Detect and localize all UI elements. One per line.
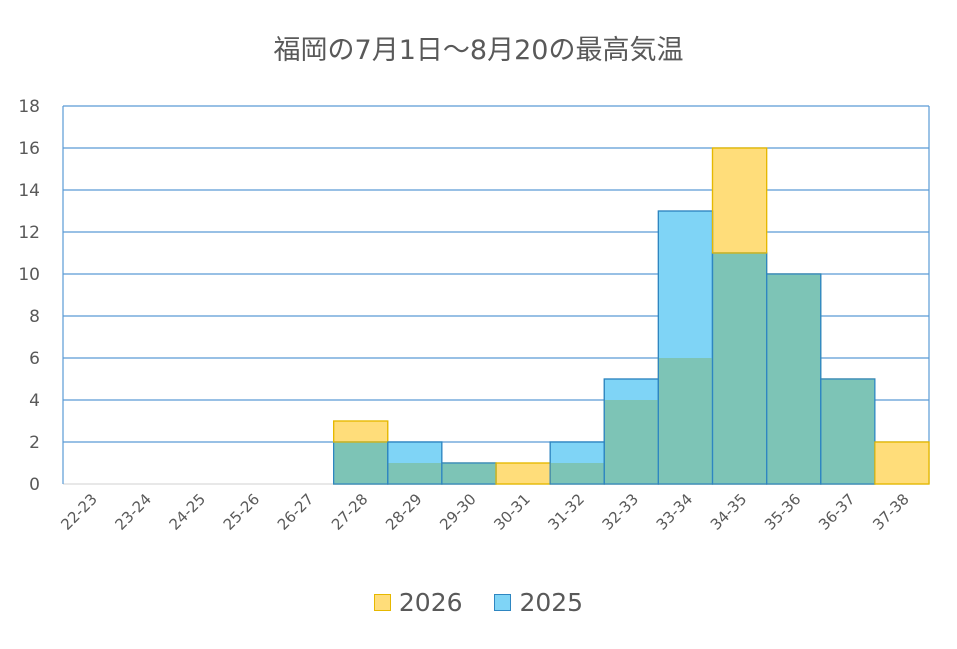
- y-tick-4: 4: [29, 391, 40, 411]
- y-tick-6: 6: [29, 349, 40, 369]
- x-tick-23-24: 23-24: [111, 490, 155, 534]
- grid-lines: [62, 105, 930, 485]
- bar-overlap-29-30: [442, 463, 496, 484]
- overlap-bars: [334, 253, 875, 484]
- x-tick-28-29: 28-29: [382, 490, 426, 534]
- x-tick-27-28: 27-28: [328, 490, 372, 534]
- y-tick-18: 18: [18, 97, 40, 117]
- x-tick-32-33: 32-33: [599, 490, 643, 534]
- outline-2026-37-38: [874, 441, 930, 485]
- chart-title: 福岡の7月1日〜8月20の最高気温: [273, 35, 684, 66]
- y-tick-8: 8: [29, 307, 40, 327]
- legend-item-2025[interactable]: 2025: [494, 588, 583, 617]
- legend-swatch-2025: [494, 594, 512, 611]
- bar-2026-30-31[interactable]: [495, 462, 551, 485]
- legend: 2026 2025: [0, 588, 957, 617]
- x-tick-37-38: 37-38: [869, 490, 913, 534]
- x-tick-33-34: 33-34: [653, 490, 697, 534]
- legend-label-2026: 2026: [398, 588, 463, 617]
- x-tick-labels: 22-23 23-24 24-25 25-26 26-27 27-28 28-29 29-30…: [57, 490, 912, 534]
- y-tick-2: 2: [29, 433, 40, 453]
- bar-overlap-31-32: [550, 463, 604, 484]
- bar-overlap-35-36: [767, 274, 821, 484]
- bar-overlap-32-33: [604, 400, 658, 484]
- outline-2026-top-34-35: [711, 147, 768, 254]
- bar-overlap-27-28: [334, 442, 388, 484]
- y-tick-10: 10: [18, 265, 40, 285]
- bar-overlap-33-34: [658, 358, 712, 484]
- bar-outlines: [333, 147, 930, 485]
- outline-2026-top-27-28: [333, 420, 389, 443]
- x-tick-24-25: 24-25: [166, 490, 210, 534]
- x-tick-31-32: 31-32: [544, 490, 588, 534]
- bar-overlap-34-35: [713, 253, 767, 484]
- x-tick-22-23: 22-23: [57, 490, 101, 534]
- y-tick-16: 16: [18, 139, 40, 159]
- legend-label-2025: 2025: [519, 588, 584, 617]
- y-tick-12: 12: [18, 223, 40, 243]
- legend-item-2026[interactable]: 2026: [373, 588, 463, 617]
- x-tick-34-35: 34-35: [707, 490, 751, 534]
- x-tick-25-26: 25-26: [220, 490, 264, 534]
- x-tick-30-31: 30-31: [490, 490, 534, 534]
- y-tick-labels: 0 2 4 6 8 10 12 14 16 18: [18, 97, 40, 495]
- x-tick-35-36: 35-36: [761, 490, 805, 534]
- bar-overlap-28-29: [388, 463, 442, 484]
- legend-swatch-2026: [373, 594, 391, 611]
- outline-2025-36-37: [820, 378, 876, 485]
- x-tick-36-37: 36-37: [815, 490, 859, 534]
- bar-overlap-36-37: [821, 379, 875, 484]
- x-tick-26-27: 26-27: [274, 490, 318, 534]
- bar-2026-37-38[interactable]: [874, 441, 930, 485]
- x-tick-29-30: 29-30: [436, 490, 480, 534]
- y-tick-14: 14: [18, 181, 40, 201]
- y-tick-0: 0: [29, 475, 40, 495]
